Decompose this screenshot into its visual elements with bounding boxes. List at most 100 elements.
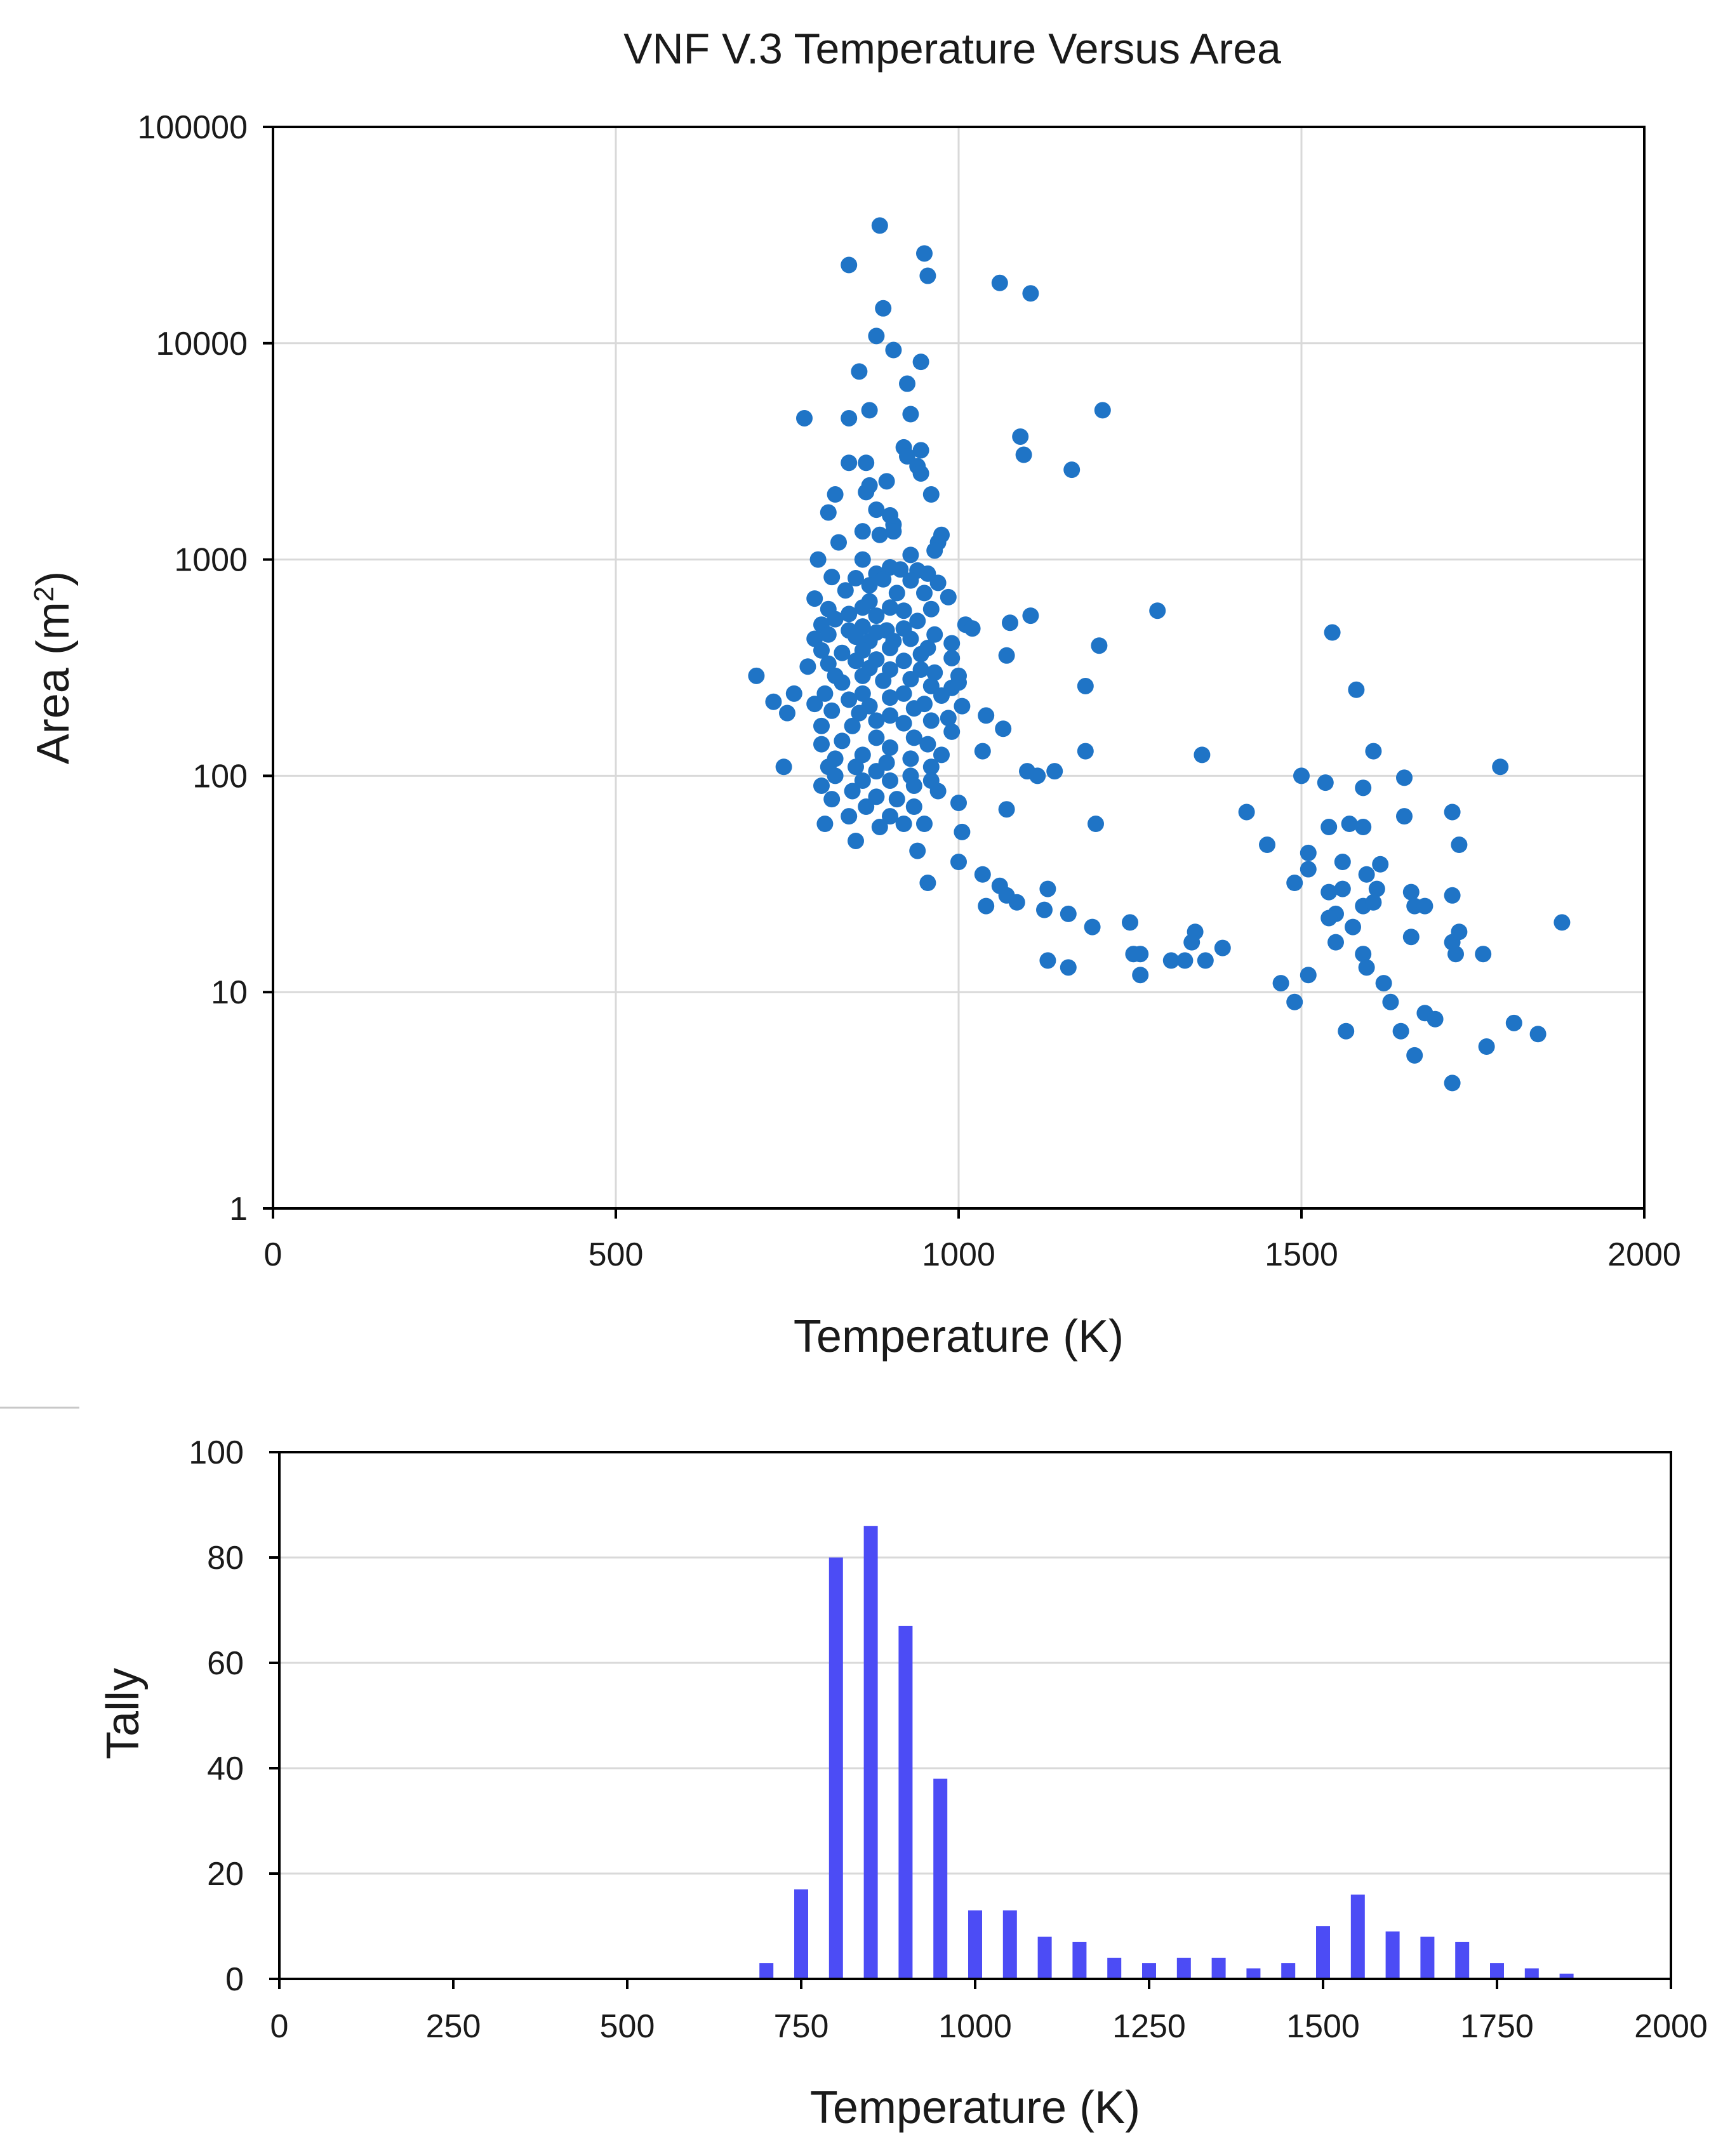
scatter-point: [875, 300, 892, 317]
scatter-point: [902, 630, 919, 647]
scatter-point: [834, 732, 851, 750]
scatter-point: [922, 600, 940, 618]
scatter-point: [871, 819, 888, 836]
scatter-point: [1327, 934, 1344, 951]
scatter-point: [943, 723, 961, 740]
scatter-point: [1416, 897, 1434, 915]
scatter-point: [978, 897, 995, 915]
histogram-bar: [933, 1778, 948, 1979]
histogram-bar: [759, 1963, 774, 1979]
scatter-y-axis-title-close: ): [28, 571, 79, 586]
scatter-point: [1317, 774, 1334, 791]
scatter-point: [1348, 681, 1365, 698]
scatter-point: [868, 607, 885, 625]
histogram-bar: [1142, 1963, 1156, 1979]
scatter-point: [916, 816, 933, 833]
scatter-point: [841, 409, 858, 427]
scatter-title: VNF V.3 Temperature Versus Area: [623, 25, 1281, 73]
scatter-point: [950, 794, 967, 811]
scatter-point: [1286, 875, 1303, 892]
scatter-point: [912, 442, 929, 459]
scatter-point: [1358, 866, 1375, 883]
scatter-point: [1341, 816, 1358, 833]
scatter-point: [940, 710, 957, 727]
scatter-point: [974, 743, 991, 760]
scatter-point: [848, 628, 864, 645]
scatter-point: [1046, 763, 1063, 780]
scatter-point: [827, 611, 844, 628]
scatter-y-axis-title: Area (m2): [28, 571, 79, 765]
scatter-y-tick-label: 100: [192, 758, 248, 795]
scatter-point: [943, 635, 961, 652]
scatter-point: [1022, 607, 1039, 625]
scatter-y-tick-label: 10000: [156, 326, 248, 362]
scatter-point: [1214, 939, 1231, 956]
scatter-point: [1478, 1038, 1495, 1055]
histogram-x-tick-label: 500: [600, 2008, 655, 2045]
scatter-point: [1197, 952, 1214, 969]
scatter-point: [1365, 894, 1382, 911]
scatter-x-tick-label: 2000: [1607, 1236, 1681, 1273]
scatter-point: [919, 736, 936, 753]
scatter-point: [871, 526, 888, 543]
scatter-y-tick-label: 1: [229, 1191, 248, 1227]
scatter-points: [748, 217, 1571, 1092]
scatter-point: [1427, 1010, 1444, 1028]
scatter-point: [950, 674, 967, 691]
scatter-point: [1029, 767, 1046, 784]
scatter-point: [861, 577, 878, 594]
histogram-bar: [1176, 1957, 1191, 1979]
histogram-x-tick-labels: 0 250 500 750 1000 1250 1500 1750 2000: [270, 1979, 1708, 2045]
scatter-point: [748, 667, 765, 684]
scatter-point: [848, 569, 864, 586]
scatter-x-axis-title: Temperature (K): [794, 1311, 1124, 1362]
scatter-point: [1259, 837, 1275, 854]
scatter-point: [882, 808, 898, 825]
scatter-point: [868, 788, 885, 805]
scatter-point: [1238, 804, 1255, 821]
scatter-point: [854, 551, 871, 568]
scatter-point: [848, 758, 864, 776]
scatter-point: [964, 620, 981, 637]
histogram-bar: [1002, 1910, 1017, 1979]
scatter-point: [813, 777, 830, 794]
scatter-point: [1132, 967, 1149, 984]
scatter-point: [902, 546, 919, 564]
scatter-point: [882, 772, 898, 789]
histogram-x-tick-label: 0: [270, 2008, 289, 2045]
histogram-bar: [863, 1526, 878, 1979]
scatter-point: [954, 823, 971, 840]
scatter-point: [895, 685, 912, 702]
scatter-point: [841, 808, 858, 825]
scatter-point: [1162, 952, 1180, 969]
scatter-point: [809, 551, 827, 568]
scatter-point: [1077, 677, 1094, 694]
scatter-point: [885, 523, 902, 540]
scatter-point: [950, 854, 967, 871]
scatter-point: [844, 783, 861, 800]
scatter-point: [1300, 967, 1317, 984]
histogram-gridlines: [279, 1556, 1671, 1875]
scatter-point: [1321, 909, 1338, 927]
histogram-bar: [1559, 1973, 1574, 1979]
scatter-point: [1077, 743, 1094, 760]
scatter-point: [813, 717, 830, 734]
scatter-point: [854, 746, 871, 764]
scatter-point: [916, 585, 933, 602]
scatter-point: [868, 729, 885, 746]
scatter-point: [1321, 819, 1338, 836]
histogram-bar: [1385, 1931, 1400, 1979]
scatter-point: [878, 473, 895, 490]
scatter-point: [902, 750, 919, 767]
scatter-point: [1396, 808, 1413, 825]
scatter-x-tick-label: 0: [264, 1236, 283, 1273]
scatter-point: [779, 704, 795, 722]
scatter-point: [888, 585, 905, 602]
scatter-point: [841, 605, 858, 623]
scatter-chart: VNF V.3 Temperature Versus Area 0 500 1000…: [28, 25, 1681, 1362]
scatter-point: [995, 720, 1012, 737]
histogram-bar: [1281, 1963, 1296, 1979]
scatter-point: [1365, 743, 1382, 760]
scatter-point: [882, 739, 898, 756]
scatter-point: [895, 602, 912, 619]
